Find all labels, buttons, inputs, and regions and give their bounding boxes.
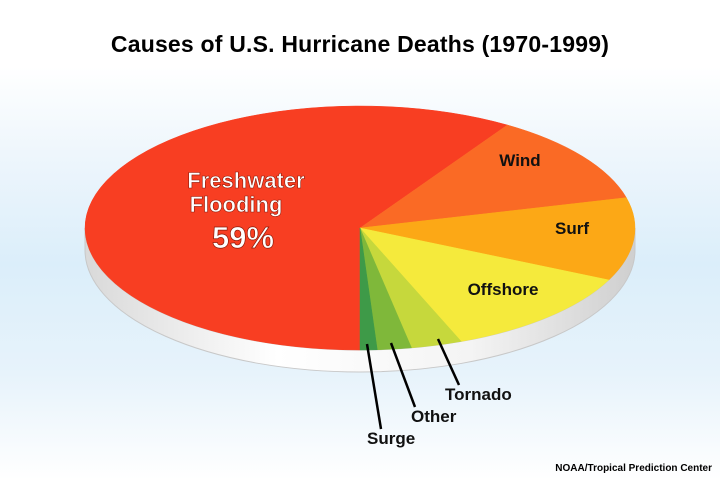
slice-label-tornado: Tornado bbox=[445, 385, 512, 404]
slice-label-wind: Wind bbox=[499, 151, 540, 170]
pie-slices bbox=[84, 105, 636, 351]
pie-slice-offshore bbox=[359, 227, 610, 342]
leader-line-surge bbox=[365, 343, 383, 430]
leader-line-other bbox=[389, 342, 417, 408]
slice-label-freshwater-line1: Freshwater bbox=[187, 168, 305, 193]
slice-label-offshore: Offshore bbox=[468, 280, 539, 299]
slice-label-other: Other bbox=[411, 407, 457, 426]
slice-label-freshwater-line2: Flooding bbox=[190, 192, 283, 217]
source-credit: NOAA/Tropical Prediction Center bbox=[555, 463, 712, 474]
pie-labels: Freshwater Flooding 59% Wind Surf Offsho… bbox=[187, 151, 589, 448]
leader-line-tornado bbox=[436, 338, 461, 386]
chart-title: Causes of U.S. Hurricane Deaths (1970-19… bbox=[110, 31, 610, 57]
leader-lines bbox=[365, 338, 461, 430]
slice-value-freshwater: 59% bbox=[212, 220, 274, 255]
pie-slice-surf bbox=[359, 197, 636, 281]
pie-slice-freshwater-flooding bbox=[84, 105, 508, 351]
slice-label-surge: Surge bbox=[367, 429, 415, 448]
pie-slice-wind bbox=[359, 124, 627, 229]
slice-label-surf: Surf bbox=[555, 219, 589, 238]
